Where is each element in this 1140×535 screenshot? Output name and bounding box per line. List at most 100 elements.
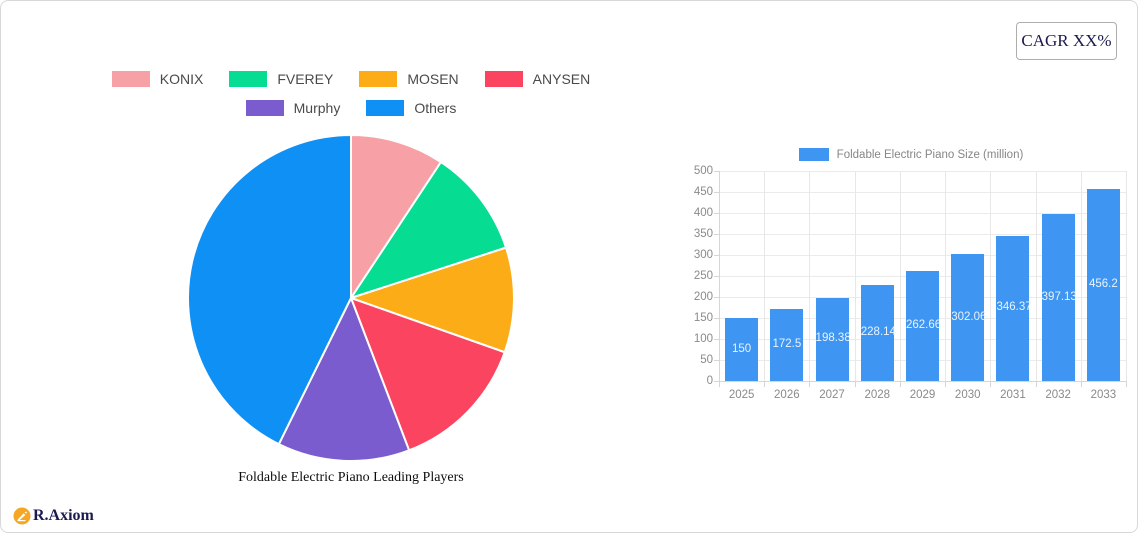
legend-label: MOSEN xyxy=(407,71,459,87)
pie-legend-row: KONIX FVEREY MOSEN ANYSEN xyxy=(111,71,591,87)
x-axis-tick xyxy=(1035,382,1037,387)
y-axis-tick xyxy=(714,339,719,340)
bar-plot-area: 0 50 100 150 200 250 300 350 400 450 500 150 2025 172… xyxy=(694,165,1127,401)
legend-swatch xyxy=(366,100,405,116)
gridline-vertical xyxy=(1126,171,1127,381)
y-axis-tick xyxy=(714,192,719,193)
bar-value-label: 302.06 xyxy=(951,310,987,323)
x-axis-tick xyxy=(990,382,992,387)
pie-legend: KONIX FVEREY MOSEN ANYSEN Murphy Others xyxy=(81,71,621,116)
x-tick-label: 2033 xyxy=(1090,389,1117,401)
gridline-vertical xyxy=(1080,171,1082,381)
y-axis-tick xyxy=(714,276,719,277)
y-axis-line xyxy=(719,171,720,382)
bar-value-label: 228.14 xyxy=(860,326,896,339)
x-axis-tick xyxy=(854,382,856,387)
brand-logo[interactable]: R.Axiom xyxy=(13,507,94,525)
bar-value-label: 172.5 xyxy=(772,337,802,350)
bar-2025[interactable]: 150 xyxy=(725,318,759,381)
legend-label: Murphy xyxy=(293,100,341,116)
gridline-vertical xyxy=(945,171,947,381)
pie-legend-item-fverey[interactable]: FVEREY xyxy=(229,71,333,87)
bar-chart-legend[interactable]: Foldable Electric Piano Size (million) xyxy=(693,148,1129,161)
y-axis-tick xyxy=(714,213,719,214)
pie-legend-item-konix[interactable]: KONIX xyxy=(111,71,203,87)
y-tick-label: 350 xyxy=(693,228,713,240)
bar-2026[interactable]: 172.5 xyxy=(770,308,804,381)
bar-2032[interactable]: 397.13 xyxy=(1041,214,1077,381)
y-axis-tick xyxy=(714,360,719,361)
y-axis-tick xyxy=(714,381,719,382)
y-tick-label: 500 xyxy=(693,165,713,177)
pie-legend-item-mosen[interactable]: MOSEN xyxy=(359,71,459,87)
gridline-vertical xyxy=(854,171,856,381)
x-axis-tick xyxy=(1080,382,1082,387)
legend-swatch xyxy=(229,71,268,87)
pie-legend-row: Murphy Others xyxy=(245,100,456,116)
x-tick-label: 2030 xyxy=(954,389,981,401)
x-tick-label: 2032 xyxy=(1045,389,1071,401)
bar-value-label: 198.38 xyxy=(815,332,851,345)
brand-logo-icon xyxy=(13,507,31,525)
gridline-horizontal xyxy=(720,234,1126,235)
bar-2031[interactable]: 346.37 xyxy=(996,235,1032,381)
pie-slice-murphy[interactable] xyxy=(277,297,411,462)
bar-value-label: 346.37 xyxy=(996,301,1032,314)
y-tick-label: 100 xyxy=(693,333,713,345)
x-tick-label: 2029 xyxy=(909,389,936,401)
y-tick-label: 0 xyxy=(706,375,713,387)
gridline-horizontal xyxy=(720,171,1126,172)
bar-value-label: 397.13 xyxy=(1041,290,1077,303)
x-tick-label: 2028 xyxy=(864,389,891,401)
y-axis-tick xyxy=(714,318,719,319)
legend-label: ANYSEN xyxy=(532,71,591,87)
x-axis-tick xyxy=(899,382,901,387)
y-tick-label: 150 xyxy=(693,312,713,324)
x-axis-tick xyxy=(945,382,947,387)
pie-chart-title: Foldable Electric Piano Leading Players xyxy=(238,470,464,485)
brand-logo-text: R.Axiom xyxy=(33,507,94,524)
pie-chart[interactable] xyxy=(181,128,521,468)
legend-swatch xyxy=(111,71,150,87)
y-tick-label: 450 xyxy=(693,186,713,198)
y-tick-label: 400 xyxy=(693,207,713,219)
cagr-badge[interactable]: CAGR XX% xyxy=(1016,22,1117,60)
bar-2033[interactable]: 456.2 xyxy=(1086,189,1120,381)
gridline-horizontal xyxy=(720,192,1126,193)
bar-value-label: 262.66 xyxy=(906,318,942,331)
gridline-vertical xyxy=(990,171,992,381)
gridline-vertical xyxy=(809,171,811,381)
legend-swatch xyxy=(359,71,398,87)
pie-slice-konix[interactable] xyxy=(350,134,442,299)
y-tick-label: 50 xyxy=(700,354,713,366)
legend-swatch xyxy=(245,100,284,116)
bar-2028[interactable]: 228.14 xyxy=(860,285,896,381)
y-tick-label: 200 xyxy=(693,291,713,303)
y-tick-label: 300 xyxy=(693,249,713,261)
pie-slice-anysen[interactable] xyxy=(350,297,506,452)
cagr-label: CAGR XX% xyxy=(1021,31,1112,50)
pie-slice-others[interactable] xyxy=(187,134,352,446)
gridline-horizontal xyxy=(720,255,1126,256)
y-tick-label: 250 xyxy=(693,270,713,282)
pie-legend-item-anysen[interactable]: ANYSEN xyxy=(484,71,591,87)
legend-label: FVEREY xyxy=(277,71,334,87)
bar-2030[interactable]: 302.06 xyxy=(951,254,987,381)
x-tick-label: 2025 xyxy=(728,389,755,401)
x-axis-tick xyxy=(719,382,720,387)
pie-legend-item-others[interactable]: Others xyxy=(366,100,456,116)
pie-slice-fverey[interactable] xyxy=(350,161,508,299)
pie-legend-item-murphy[interactable]: Murphy xyxy=(245,100,341,116)
legend-label: Others xyxy=(414,100,457,116)
bar-legend-swatch xyxy=(798,148,829,161)
bar-2027[interactable]: 198.38 xyxy=(815,297,851,381)
bar-chart-section: Foldable Electric Piano Size (million) 0… xyxy=(693,144,1129,406)
pie-slice-mosen[interactable] xyxy=(350,246,515,354)
x-axis-line xyxy=(719,381,1127,382)
x-axis-tick xyxy=(809,382,811,387)
x-axis-tick xyxy=(764,382,766,387)
x-axis-tick xyxy=(1126,382,1127,387)
y-axis-tick xyxy=(714,255,719,256)
bar-2029[interactable]: 262.66 xyxy=(906,270,942,381)
